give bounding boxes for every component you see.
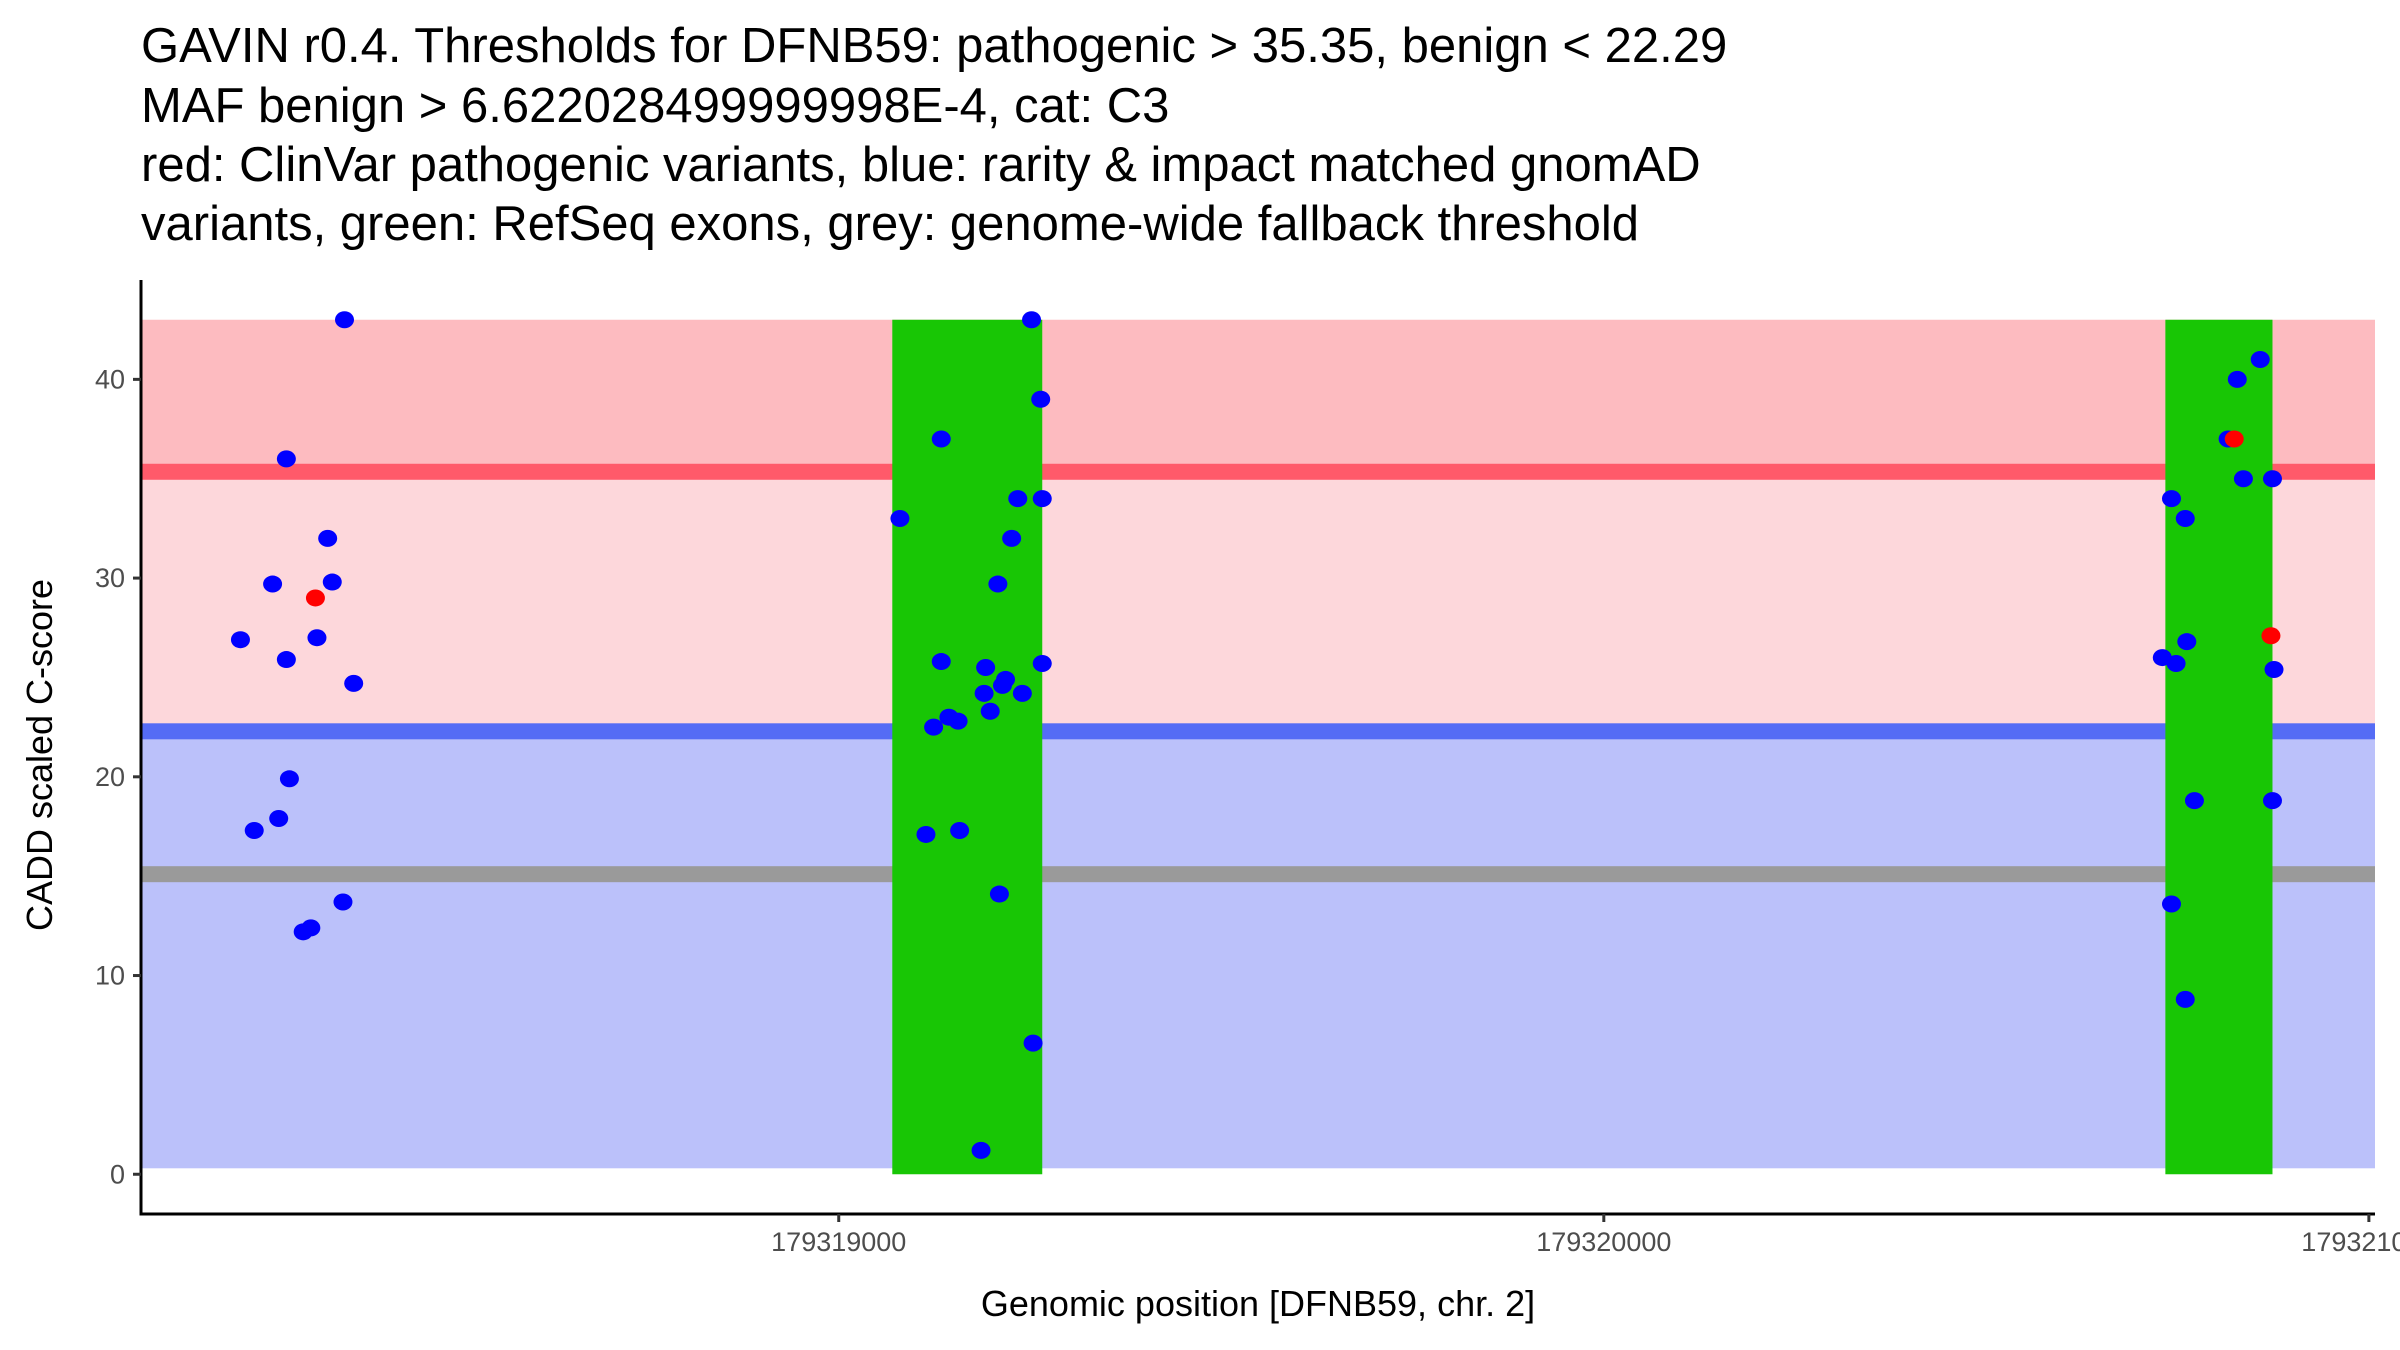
gnomad-point: [924, 718, 944, 736]
gnomad-point: [988, 575, 1008, 593]
gnomad-point: [2250, 350, 2270, 368]
fallback-threshold-line: [141, 866, 2375, 883]
gnomad-point: [230, 631, 250, 649]
gnomad-point: [890, 509, 910, 527]
gnomad-point: [269, 810, 289, 828]
y-tick-label: 30: [95, 563, 125, 593]
gnomad-point: [971, 1141, 991, 1159]
gnomad-point: [916, 825, 936, 843]
gnomad-point: [976, 659, 996, 677]
gnomad-point: [333, 893, 353, 911]
gnomad-point: [1012, 684, 1032, 702]
gnomad-point: [279, 770, 299, 788]
exon-regions: [892, 319, 2273, 1175]
gnomad-point: [992, 676, 1012, 694]
y-tick-label: 0: [110, 1159, 125, 1189]
clinvar-point: [2224, 430, 2244, 448]
gnomad-point: [301, 919, 321, 937]
gnomad-point: [307, 629, 327, 647]
gnomad-point: [322, 573, 342, 591]
gnomad-point: [2264, 660, 2284, 678]
gnomad-point: [980, 702, 1000, 720]
exon-2: [2165, 319, 2273, 1175]
gnomad-point: [2175, 990, 2195, 1008]
gnomad-point: [1002, 529, 1022, 547]
gnomad-point: [2233, 470, 2253, 488]
gnomad-point: [931, 653, 951, 671]
pathogenic-threshold-line: [141, 463, 2375, 480]
gnomad-point: [950, 821, 970, 839]
benign-band: [141, 731, 2375, 1169]
clinvar-point: [305, 589, 325, 607]
gnomad-point: [2177, 633, 2197, 651]
gnomad-point: [244, 821, 264, 839]
gnomad-point: [1022, 311, 1042, 329]
benign-threshold-line: [141, 723, 2375, 740]
gnomad-point: [2175, 509, 2195, 527]
gnomad-point: [1032, 655, 1052, 673]
axes: 0 10 20 30 40 179319000 179320000 179321000: [95, 280, 2400, 1257]
gnomad-point: [1031, 390, 1051, 408]
x-tick-label: 179319000: [771, 1227, 906, 1257]
gnomad-point: [948, 712, 968, 730]
title-line-4: variants, green: RefSeq exons, grey: gen…: [141, 197, 1639, 251]
gnomad-point: [263, 575, 283, 593]
y-tick-label: 10: [95, 961, 125, 991]
gnomad-point: [1023, 1034, 1043, 1052]
gnomad-point: [1032, 490, 1052, 508]
gnomad-point: [2161, 895, 2181, 913]
gnomad-point: [276, 450, 296, 468]
title-line-2: MAF benign > 6.622028499999998E-4, cat: …: [141, 79, 1169, 133]
gnomad-point: [2184, 792, 2204, 810]
title-line-3: red: ClinVar pathogenic variants, blue: …: [141, 138, 1701, 192]
gnomad-point: [974, 684, 994, 702]
gnomad-point: [344, 674, 364, 692]
gnomad-point: [2161, 490, 2181, 508]
gnomad-point: [2262, 470, 2282, 488]
x-tick-label: 179320000: [1536, 1227, 1671, 1257]
chart-title: GAVIN r0.4. Thresholds for DFNB59: patho…: [141, 19, 1727, 251]
gnomad-point: [318, 529, 338, 547]
y-tick-label: 40: [95, 364, 125, 394]
y-tick-label: 20: [95, 762, 125, 792]
gnomad-point: [989, 885, 1009, 903]
gnomad-point: [1008, 490, 1028, 508]
gnomad-point: [276, 651, 296, 669]
threshold-bands: [141, 319, 2375, 1169]
pathogenic-band: [141, 319, 2375, 472]
data-points: [230, 311, 2284, 1159]
y-axis-title: CADD scaled C-score: [19, 579, 60, 931]
x-tick-label: 179321000: [2301, 1227, 2400, 1257]
gnomad-point: [335, 311, 355, 329]
gnomad-point: [2227, 370, 2247, 388]
gnomad-point: [931, 430, 951, 448]
exon-1: [892, 319, 1043, 1175]
gnomad-point: [2166, 655, 2186, 673]
middle-band: [141, 471, 2375, 732]
title-line-1: GAVIN r0.4. Thresholds for DFNB59: patho…: [141, 19, 1727, 73]
gnomad-point: [2262, 792, 2282, 810]
clinvar-point: [2261, 627, 2281, 645]
x-axis-title: Genomic position [DFNB59, chr. 2]: [981, 1283, 1535, 1324]
